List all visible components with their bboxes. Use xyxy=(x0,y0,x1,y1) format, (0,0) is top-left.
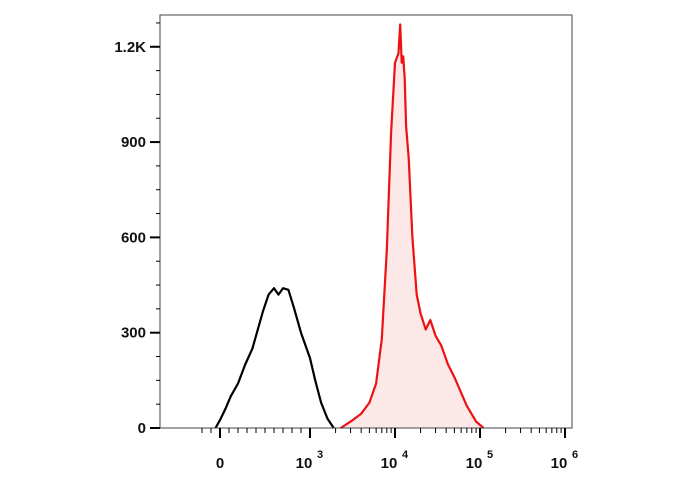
x-tick-label-1: 10 xyxy=(296,455,313,472)
y-tick-label-2: 600 xyxy=(121,229,146,246)
x-tick-exponent-2: 4 xyxy=(402,449,409,461)
series-0-line xyxy=(214,287,335,429)
plot-frame xyxy=(159,14,573,429)
x-tick-label-4: 10 xyxy=(551,455,568,472)
axes xyxy=(150,14,573,438)
y-tick-label-1: 300 xyxy=(121,325,146,342)
series-1-line xyxy=(340,23,485,429)
y-tick-label-4: 1.2K xyxy=(114,39,146,56)
x-tick-label-3: 10 xyxy=(466,455,483,472)
y-tick-label-0: 0 xyxy=(138,420,146,437)
x-tick-exponent-4: 6 xyxy=(572,449,578,461)
tick-labels: 0 300 600 900 1.2K 0 10 3 10 4 10 5 10 6 xyxy=(114,39,578,472)
plot-area xyxy=(214,23,485,429)
x-tick-label-0: 0 xyxy=(216,455,224,472)
series-1-fill xyxy=(340,24,484,428)
x-tick-exponent-3: 5 xyxy=(487,449,493,461)
y-tick-label-3: 900 xyxy=(121,134,146,151)
x-tick-exponent-1: 3 xyxy=(317,449,323,461)
x-tick-label-2: 10 xyxy=(381,455,398,472)
